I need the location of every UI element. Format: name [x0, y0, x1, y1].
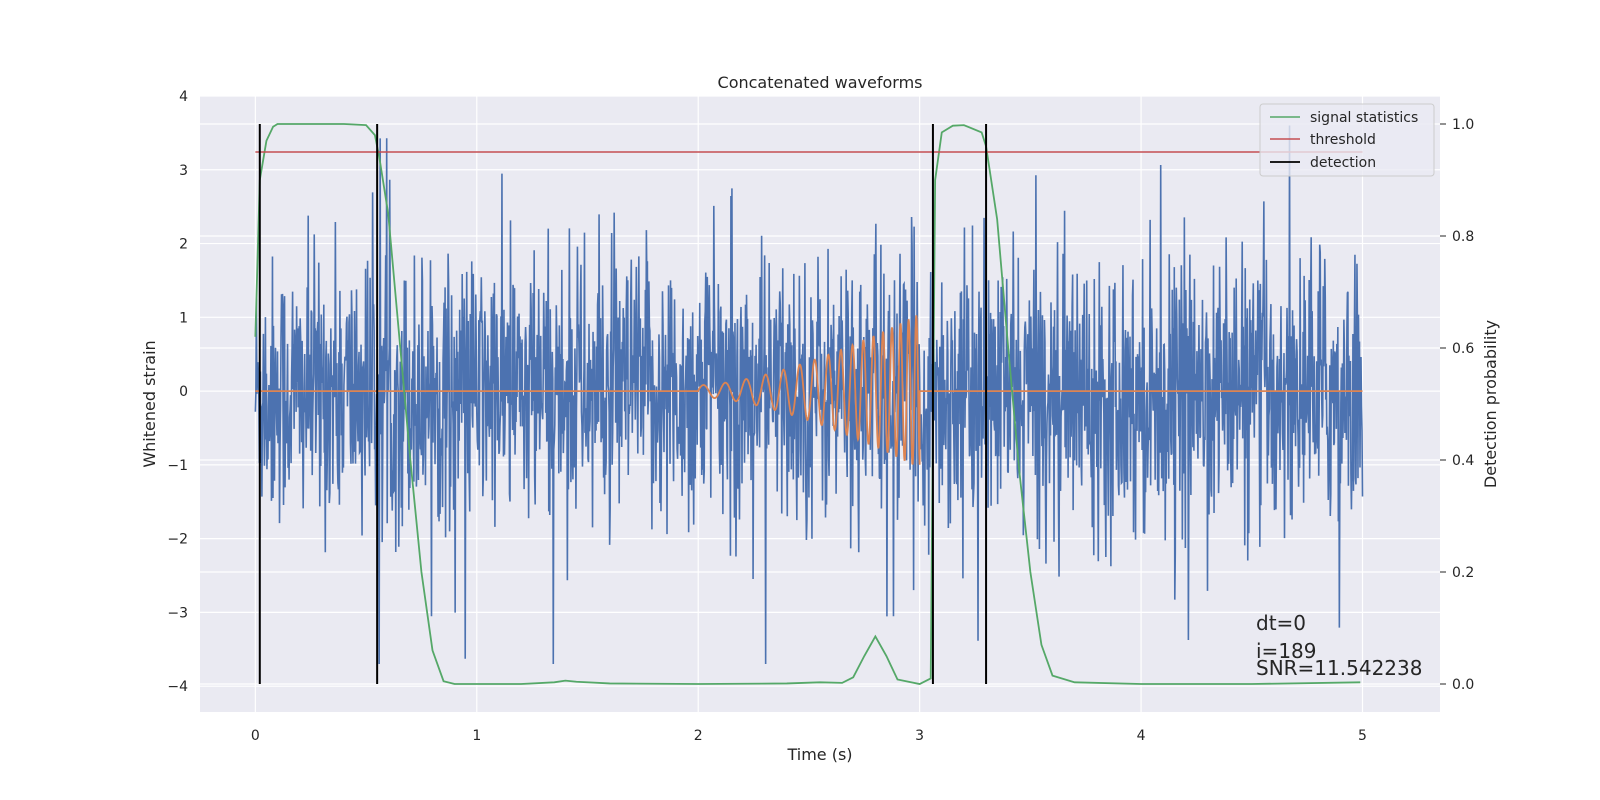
annotation-dt: dt=0: [1256, 611, 1306, 635]
y-tick-label: 3: [179, 163, 188, 179]
y-tick-label: −3: [167, 605, 188, 621]
series-template: [255, 315, 1363, 465]
y2-tick-label: 1.0: [1452, 117, 1474, 133]
y-tick-label: 4: [179, 89, 188, 105]
x-tick-label: 0: [251, 728, 260, 744]
y-tick-label: −2: [167, 532, 188, 548]
y-tick-label: 1: [179, 310, 188, 326]
x-tick-label: 4: [1137, 728, 1146, 744]
x-tick-label: 3: [915, 728, 924, 744]
y2-tick-label: 0.4: [1452, 453, 1474, 469]
x-tick-label: 5: [1358, 728, 1367, 744]
legend: signal statistics threshold detection: [1259, 103, 1435, 177]
chart-title: Concatenated waveforms: [718, 73, 923, 92]
legend-label-signal-statistics: signal statistics: [1310, 110, 1418, 126]
x-axis-label: Time (s): [786, 745, 852, 764]
annotation-i: i=189: [1256, 639, 1317, 663]
y2-tick-label: 0.6: [1452, 341, 1474, 357]
plot-series: [254, 123, 1364, 685]
y2-tick-label: 0.2: [1452, 565, 1474, 581]
x-tick-label: 1: [472, 728, 481, 744]
series-signal-statistics: [254, 123, 1361, 685]
legend-box: [1259, 103, 1435, 177]
y-tick-label: 2: [179, 237, 188, 253]
y-tick-label: −1: [167, 458, 188, 474]
legend-label-threshold: threshold: [1310, 132, 1376, 148]
legend-label-detection: detection: [1310, 155, 1376, 171]
tick-labels: 0 1 2 3 4 5 −4 −3 −2 −1 0 1 2 3 4 0.0 0.2 0.4 0.6 0.8 1.0: [167, 89, 1474, 744]
y-tick-label: −4: [167, 679, 188, 695]
annotation-snr: SNR=11.542238: [1256, 656, 1422, 680]
y-axis-label: Whitened strain: [140, 340, 159, 467]
y2-tick-label: 0.8: [1452, 229, 1474, 245]
x-tick-label: 2: [694, 728, 703, 744]
y2-axis-label: Detection probability: [1481, 320, 1500, 488]
y2-tick-label: 0.0: [1452, 677, 1474, 693]
y-tick-label: 0: [179, 384, 188, 400]
